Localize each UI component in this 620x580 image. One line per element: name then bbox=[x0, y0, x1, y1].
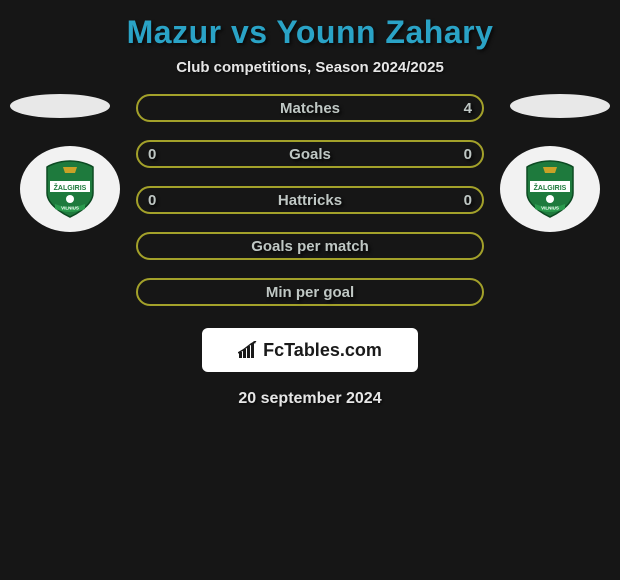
stat-row-matches: Matches 4 bbox=[136, 94, 484, 122]
stat-label: Matches bbox=[280, 100, 340, 117]
subtitle: Club competitions, Season 2024/2025 bbox=[0, 55, 620, 94]
stat-label: Goals bbox=[289, 146, 331, 163]
stat-left-value: 0 bbox=[148, 146, 156, 163]
stat-left-value: 0 bbox=[148, 192, 156, 209]
fctables-logo[interactable]: FcTables.com bbox=[202, 328, 418, 372]
stat-label: Min per goal bbox=[266, 284, 354, 301]
stat-row-min-per-goal: Min per goal bbox=[136, 278, 484, 306]
stat-label: Goals per match bbox=[251, 238, 369, 255]
page-title: Mazur vs Younn Zahary bbox=[0, 0, 620, 55]
zalgiris-crest-icon: ŽALGIRIS VILNIUS bbox=[521, 159, 579, 219]
stats-rows: Matches 4 0 Goals 0 0 Hattricks 0 Goals … bbox=[136, 94, 484, 306]
player-avatar-left bbox=[10, 94, 110, 118]
stat-row-goals: 0 Goals 0 bbox=[136, 140, 484, 168]
stat-label: Hattricks bbox=[278, 192, 342, 209]
comparison-panel: ŽALGIRIS VILNIUS ŽALGIRIS VILNIUS Matche… bbox=[0, 94, 620, 408]
player-avatar-right bbox=[510, 94, 610, 118]
stat-row-hattricks: 0 Hattricks 0 bbox=[136, 186, 484, 214]
zalgiris-crest-icon: ŽALGIRIS VILNIUS bbox=[41, 159, 99, 219]
stat-right-value: 0 bbox=[464, 146, 472, 163]
fctables-logo-text: FcTables.com bbox=[263, 340, 382, 361]
crest-club-name: ŽALGIRIS bbox=[54, 183, 87, 192]
stat-row-goals-per-match: Goals per match bbox=[136, 232, 484, 260]
club-badge-left: ŽALGIRIS VILNIUS bbox=[20, 146, 120, 232]
club-badge-right: ŽALGIRIS VILNIUS bbox=[500, 146, 600, 232]
crest-city: VILNIUS bbox=[61, 206, 79, 211]
stat-right-value: 4 bbox=[464, 100, 472, 117]
stat-right-value: 0 bbox=[464, 192, 472, 209]
crest-city: VILNIUS bbox=[541, 206, 559, 211]
date-label: 20 september 2024 bbox=[0, 372, 620, 408]
crest-club-name: ŽALGIRIS bbox=[534, 183, 567, 192]
bar-chart-icon bbox=[238, 341, 260, 359]
